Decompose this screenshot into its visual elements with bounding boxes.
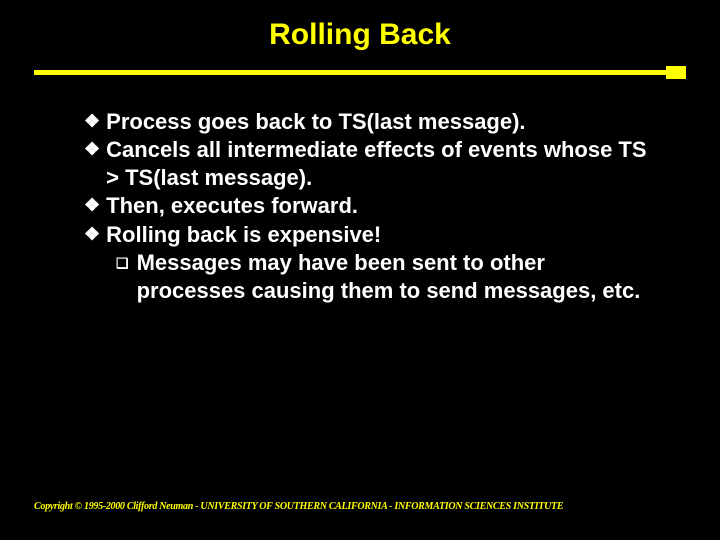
bullet-text: Then, executes forward. xyxy=(106,192,650,220)
slide-title: Rolling Back xyxy=(0,0,720,66)
bullet-item: ❖ Cancels all intermediate effects of ev… xyxy=(84,136,650,192)
diamond-bullet-icon: ❖ xyxy=(84,108,100,135)
bullet-item: ❖ Rolling back is expensive! xyxy=(84,221,650,249)
bullet-text: Cancels all intermediate effects of even… xyxy=(106,136,650,192)
diamond-bullet-icon: ❖ xyxy=(84,221,100,248)
bullet-text: Messages may have been sent to other pro… xyxy=(137,249,650,305)
slide: Rolling Back ❖ Process goes back to TS(l… xyxy=(0,0,720,540)
diamond-bullet-icon: ❖ xyxy=(84,192,100,219)
sub-bullet-item: ❑ Messages may have been sent to other p… xyxy=(116,249,650,305)
copyright-footer: Copyright © 1995-2000 Clifford Neuman - … xyxy=(34,501,563,512)
diamond-bullet-icon: ❖ xyxy=(84,136,100,163)
square-bullet-icon: ❑ xyxy=(116,249,129,277)
divider-line xyxy=(34,70,686,75)
bullet-text: Rolling back is expensive! xyxy=(106,221,650,249)
divider-endcap xyxy=(666,66,686,79)
bullet-text: Process goes back to TS(last message). xyxy=(106,108,650,136)
title-divider xyxy=(0,66,720,86)
bullet-item: ❖ Then, executes forward. xyxy=(84,192,650,220)
bullet-item: ❖ Process goes back to TS(last message). xyxy=(84,108,650,136)
slide-body: ❖ Process goes back to TS(last message).… xyxy=(0,86,720,305)
